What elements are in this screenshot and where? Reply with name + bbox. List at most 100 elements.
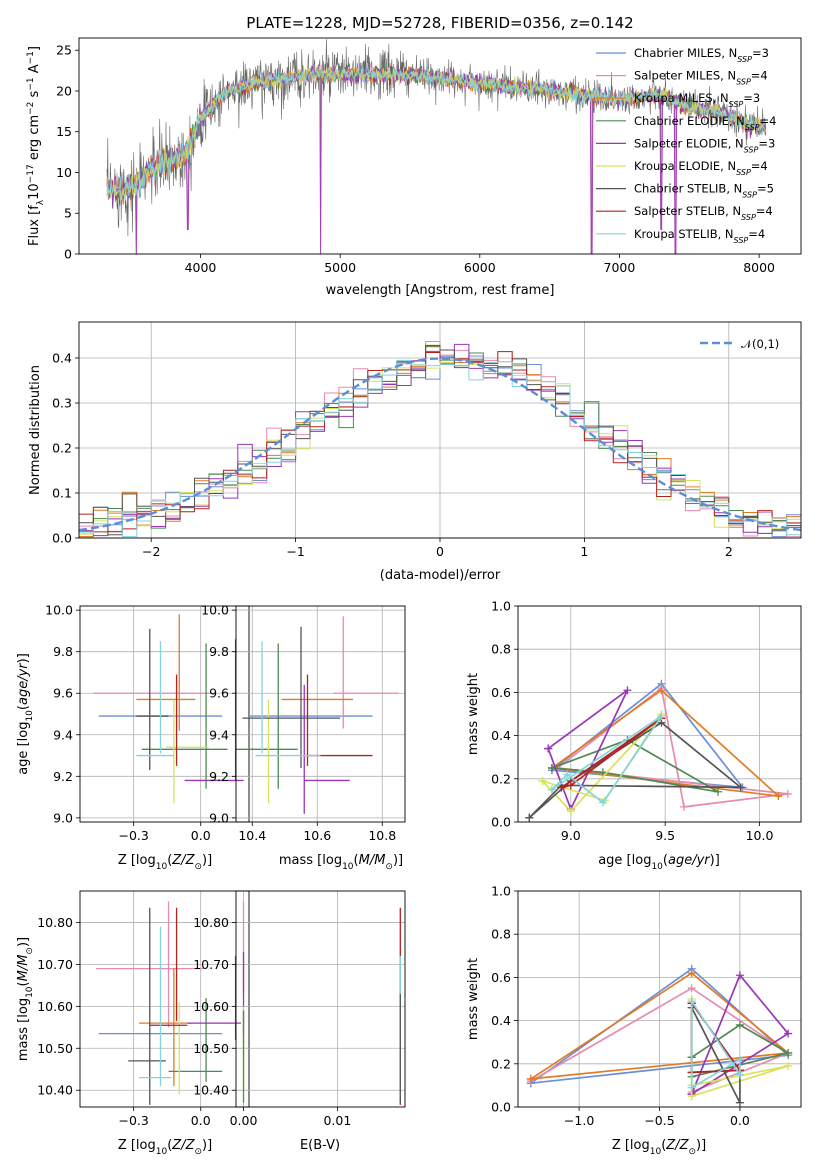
axes-frame — [235, 605, 406, 823]
legend-entry: Kroupa MILES, NSSP=3 — [634, 91, 760, 109]
y-tick-label: 10 — [56, 165, 72, 180]
panel-mass-vs-Z: −0.3 0.0 10.40 10.50 10.60 10.70 10.80 Z [log10… — [16, 890, 250, 1157]
y-axis-label: mass [log10(M/M⊙)] — [16, 937, 35, 1061]
y-tick-label: 0.6 — [491, 970, 511, 985]
panel-weight-vs-Z: −1.0 −0.5 0.0 0.0 0.2 0.4 0.6 0.8 1.0 Z [log10(Z/… — [466, 884, 802, 1157]
point-marker — [735, 1070, 744, 1079]
x-tick-label: 10.0 — [746, 828, 774, 843]
point-marker — [680, 802, 689, 811]
panel-residuals: −2 −1 0 1 2 0.0 0.1 0.2 0.3 0.4 𝒩(0,1) (data-model)… — [28, 321, 802, 583]
point-marker — [784, 1061, 793, 1070]
point-marker — [657, 686, 666, 695]
point-marker — [538, 776, 547, 785]
x-tick-label: 6000 — [464, 260, 496, 275]
plot-area — [525, 679, 792, 822]
legend-entry: Kroupa ELODIE, NSSP=4 — [634, 159, 768, 177]
y-tick-label: 10.80 — [193, 915, 229, 930]
x-tick-label: 0.0 — [730, 1113, 750, 1128]
panel-spectrum: 4000 5000 6000 7000 8000 0 5 10 15 20 25 Chabrier M… — [26, 37, 802, 298]
y-tick-label: 0 — [64, 247, 72, 262]
x-axis-label: mass [log10(M/M⊙)] — [279, 853, 403, 872]
panel-weight-vs-age: 9.0 9.5 10.0 0.0 0.2 0.4 0.6 0.8 1.0 age [log10(a… — [466, 599, 802, 872]
point-marker — [557, 783, 566, 792]
y-tick-label: 9.0 — [209, 810, 229, 825]
point-marker — [736, 783, 745, 792]
y-tick-label: 9.8 — [209, 644, 229, 659]
y-tick-label: 10.60 — [193, 999, 229, 1014]
x-tick-label: 10.8 — [368, 828, 396, 843]
legend-entry: Salpeter MILES, NSSP=4 — [634, 69, 768, 87]
x-tick-label: 0 — [436, 544, 444, 559]
axes-frame — [78, 321, 802, 539]
y-tick-label: 15 — [56, 124, 72, 139]
series-line-kroupa-miles — [530, 972, 791, 1080]
point-marker — [566, 807, 575, 816]
spectrum-line-salpeter-elodie — [106, 65, 766, 254]
x-tick-label: 7000 — [604, 260, 636, 275]
x-tick-label: 0.01 — [323, 1113, 351, 1128]
x-axis-label: Z [log10(Z/Z⊙)] — [118, 853, 212, 872]
y-axis-label: mass weight — [466, 958, 481, 1040]
legend-entry: Salpeter STELIB, NSSP=4 — [634, 204, 773, 222]
y-tick-label: 10.0 — [45, 603, 73, 618]
x-tick-label: 10.6 — [303, 828, 331, 843]
point-marker — [687, 997, 696, 1006]
y-tick-label: 9.6 — [209, 686, 229, 701]
legend-entry: Salpeter ELODIE, NSSP=3 — [634, 136, 775, 154]
y-tick-label: 9.2 — [53, 769, 73, 784]
point-marker — [525, 813, 534, 822]
x-tick-label: 9.0 — [561, 828, 581, 843]
axes-frame — [235, 890, 406, 1108]
point-marker — [784, 1049, 793, 1057]
point-marker — [687, 969, 696, 978]
y-tick-label: 0.6 — [491, 685, 511, 700]
x-axis-label: (data-model)/error — [380, 568, 501, 583]
point-marker — [735, 971, 744, 980]
gaussian-curve — [79, 357, 801, 532]
y-tick-label: 0.4 — [491, 1013, 511, 1028]
y-tick-label: 9.0 — [53, 810, 73, 825]
x-tick-label: 5000 — [324, 260, 356, 275]
y-tick-label: 0.8 — [491, 642, 511, 657]
plot-area — [79, 341, 801, 538]
y-tick-label: 9.8 — [53, 644, 73, 659]
axes-frame — [79, 890, 250, 1108]
y-tick-label: 9.4 — [53, 727, 73, 742]
plot-area — [236, 616, 399, 814]
y-tick-label: 10.60 — [37, 999, 73, 1014]
legend-entry: 𝒩(0,1) — [741, 337, 779, 351]
y-tick-label: 0.0 — [491, 1100, 511, 1115]
series-line-salpeter-stelib — [560, 717, 662, 789]
y-tick-label: 9.6 — [53, 686, 73, 701]
legend-entry: Kroupa STELIB, NSSP=4 — [634, 227, 765, 245]
x-tick-label: 4000 — [185, 260, 217, 275]
point-marker — [735, 1020, 744, 1029]
y-tick-label: 9.2 — [209, 769, 229, 784]
y-axis-label: mass weight — [466, 673, 481, 755]
plot-area — [242, 901, 401, 1105]
point-marker — [526, 1074, 535, 1083]
point-marker — [783, 789, 792, 798]
point-marker — [566, 781, 575, 790]
y-tick-label: 0.0 — [52, 531, 72, 546]
y-tick-label: 10.70 — [193, 957, 229, 972]
y-axis-label: age [log10(age/yr)] — [16, 653, 35, 775]
x-tick-label: 10.4 — [238, 828, 266, 843]
x-axis-label: Z [log10(Z/Z⊙)] — [118, 1138, 212, 1157]
y-tick-label: 0.1 — [52, 486, 72, 501]
y-axis-label: Normed distribution — [28, 365, 43, 495]
x-tick-label: −0.3 — [118, 828, 148, 843]
y-tick-label: 25 — [56, 43, 72, 58]
y-tick-label: 0.4 — [491, 728, 511, 743]
axes-frame — [79, 605, 250, 823]
point-marker — [598, 768, 607, 777]
plot-area — [526, 964, 793, 1107]
panel-mass-vs-EBV: 0.00 0.01 10.40 10.50 10.60 10.70 10.80 E(B-V) — [193, 890, 406, 1153]
y-tick-label: 5 — [64, 206, 72, 221]
panel-age-vs-Z: −0.3 0.0 9.0 9.2 9.4 9.6 9.8 10.0 Z [log10(Z/Z⊙)… — [16, 603, 250, 872]
y-tick-label: 1.0 — [491, 599, 511, 614]
plot-area — [96, 901, 241, 1105]
series-line-salpeter-elodie — [547, 689, 629, 812]
panel-age-vs-mass: 10.4 10.6 10.8 9.0 9.2 9.4 9.6 9.8 10.0 mass [log… — [201, 603, 406, 872]
